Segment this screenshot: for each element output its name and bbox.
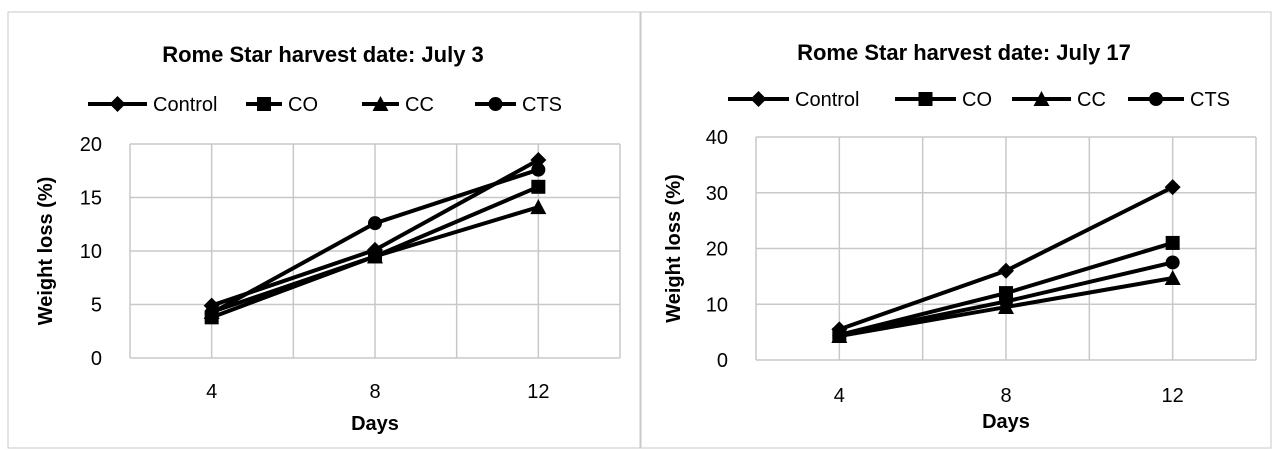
legend-marker-control bbox=[750, 91, 767, 107]
legend-marker-cts bbox=[1149, 92, 1163, 106]
data-point-cts bbox=[531, 162, 546, 177]
y-tick-label: 20 bbox=[80, 134, 102, 156]
legend-marker-cc bbox=[1033, 91, 1050, 106]
y-tick-label: 15 bbox=[80, 188, 102, 210]
y-tick-label: 10 bbox=[80, 241, 102, 263]
x-tick-label: 8 bbox=[1000, 385, 1011, 407]
legend-label-cc: CC bbox=[405, 94, 434, 116]
chart-title: Rome Star harvest date: July 17 bbox=[797, 40, 1131, 65]
data-point-co bbox=[1165, 235, 1180, 250]
y-tick-label: 30 bbox=[706, 183, 728, 205]
y-tick-label: 20 bbox=[706, 239, 728, 261]
legend-label-co: CO bbox=[962, 89, 992, 111]
data-point-co bbox=[531, 179, 546, 194]
data-point-cts bbox=[368, 216, 382, 231]
legend-label-co: CO bbox=[288, 94, 318, 116]
data-point-cc bbox=[367, 248, 383, 264]
x-tick-label: 4 bbox=[206, 381, 217, 403]
data-point-control bbox=[1164, 179, 1181, 196]
legend-marker-cc bbox=[372, 96, 389, 111]
legend-label-cc: CC bbox=[1077, 89, 1106, 111]
y-tick-label: 10 bbox=[706, 294, 728, 316]
y-tick-label: 0 bbox=[91, 348, 102, 370]
chart-july-17: Rome Star harvest date: July 17 Control CO… bbox=[663, 40, 1257, 433]
legend-marker-co bbox=[257, 97, 271, 111]
x-tick-label: 12 bbox=[1162, 385, 1184, 407]
data-point-cc bbox=[530, 199, 547, 215]
x-tick-label: 4 bbox=[834, 385, 845, 407]
x-axis-label: Days bbox=[982, 411, 1030, 433]
data-point-cc bbox=[1164, 270, 1181, 286]
data-point-cts bbox=[832, 328, 847, 343]
data-point-cts bbox=[1165, 255, 1180, 270]
x-axis-label: Days bbox=[351, 413, 399, 435]
legend-label-control: Control bbox=[153, 94, 217, 116]
legend-marker-cts bbox=[488, 97, 503, 111]
y-axis-label: Weight loss (%) bbox=[35, 177, 57, 326]
data-point-cts bbox=[204, 306, 219, 321]
y-tick-label: 40 bbox=[706, 127, 728, 149]
legend-label-cts: CTS bbox=[1190, 89, 1230, 111]
x-tick-label: 12 bbox=[527, 381, 549, 403]
y-axis-label: Weight loss (%) bbox=[663, 174, 685, 323]
x-tick-label: 8 bbox=[369, 381, 380, 403]
chart-july-3: Rome Star harvest date: July 3 Control CO C… bbox=[35, 42, 621, 435]
legend-marker-co bbox=[918, 92, 933, 106]
panel-frame-1 bbox=[7, 11, 641, 449]
y-tick-label: 0 bbox=[717, 350, 728, 372]
legend-marker-control bbox=[109, 96, 126, 112]
legend-label-control: Control bbox=[795, 89, 859, 111]
panel-frame-2 bbox=[640, 11, 1272, 449]
y-tick-label: 5 bbox=[91, 295, 102, 317]
legend-label-cts: CTS bbox=[522, 94, 562, 116]
data-point-cts bbox=[999, 294, 1013, 309]
chart-title: Rome Star harvest date: July 3 bbox=[162, 42, 484, 67]
data-point-control bbox=[998, 262, 1014, 279]
